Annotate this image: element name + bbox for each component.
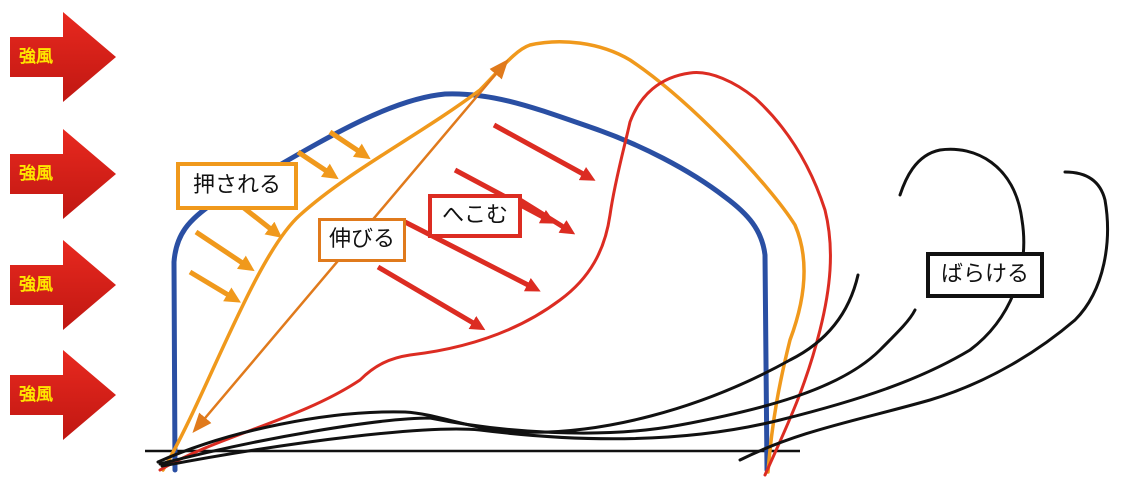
dent-arrow xyxy=(376,264,486,331)
dent-arrow xyxy=(518,197,576,235)
dent-label: へこむ xyxy=(428,194,522,238)
dent-arrow xyxy=(492,122,596,181)
wind-label-4: 強風 xyxy=(19,384,53,405)
scattered-line-4 xyxy=(738,170,1109,462)
original-tent-frame xyxy=(171,91,770,473)
stretched-frame xyxy=(161,40,806,474)
pushed-label: 押される xyxy=(176,162,298,210)
stretch-label: 伸びる xyxy=(318,218,406,262)
pushed-arrows xyxy=(188,129,371,303)
scatter-label: ばらける xyxy=(926,252,1044,298)
pushed-arrow xyxy=(242,206,283,238)
wind-arrow-1 xyxy=(10,12,116,102)
wind-arrow-3 xyxy=(10,240,116,330)
wind-label-3: 強風 xyxy=(19,274,53,295)
scattered-frames xyxy=(156,147,1109,468)
wind-arrow-2 xyxy=(10,129,116,219)
pushed-arrow xyxy=(296,149,339,180)
pushed-arrow xyxy=(188,269,241,303)
wind-arrows xyxy=(10,12,116,440)
dent-arrow xyxy=(403,219,541,292)
pushed-arrow xyxy=(328,129,371,160)
wind-arrow-4 xyxy=(10,350,116,440)
wind-label-1: 強風 xyxy=(19,46,53,67)
pushed-arrow xyxy=(194,229,255,272)
wind-label-2: 強風 xyxy=(19,163,53,184)
